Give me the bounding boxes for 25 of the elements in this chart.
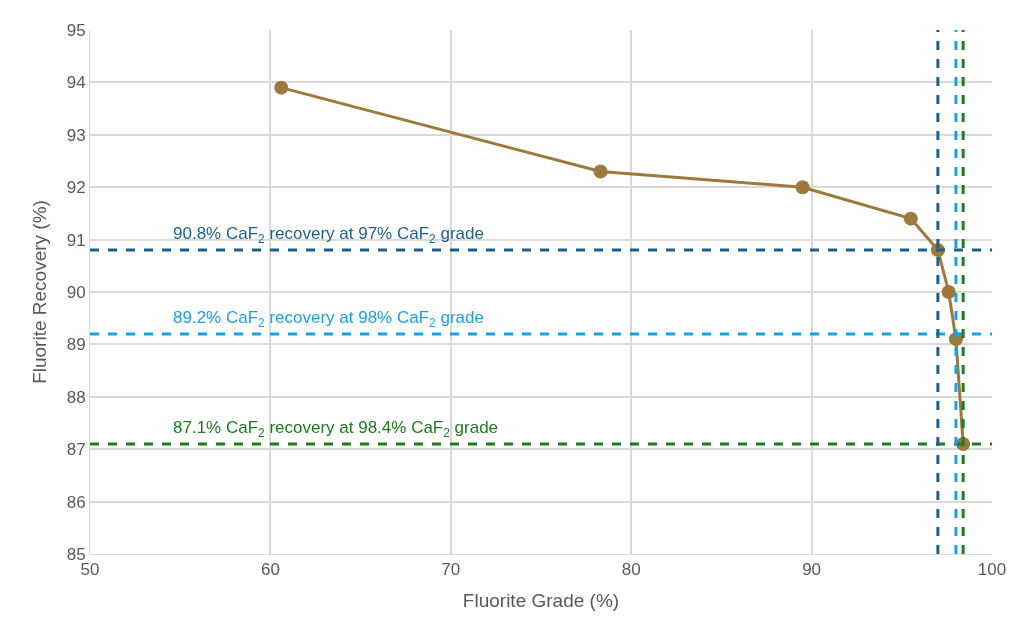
y-tick-label: 89 — [66, 335, 86, 355]
ref-line-label: 90.8% CaF$_{2}$ recovery at 97% CaF$_{2}$ grade — [173, 224, 484, 246]
ref-line-label: 87.1% CaF$_{2}$ recovery at 98.4% CaF$_{2}$ grade — [173, 418, 499, 440]
y-tick-label: 93 — [66, 125, 86, 145]
y-tick-label: 86 — [66, 492, 86, 512]
y-tick-label: 92 — [66, 178, 86, 198]
y-tick-label: 87 — [66, 440, 86, 460]
point — [593, 164, 608, 179]
point — [903, 211, 918, 226]
y-axis-title: Fluorite Recovery (%) — [28, 200, 50, 384]
y-tick-label: 94 — [66, 73, 86, 93]
point — [795, 180, 810, 195]
point — [274, 80, 289, 95]
y-tick-label: 88 — [66, 387, 86, 407]
x-axis-title: Fluorite Grade (%) — [462, 590, 620, 612]
x-tick-label: 60 — [260, 560, 280, 580]
point — [941, 285, 956, 299]
y-tick-label: 95 — [66, 20, 86, 40]
x-tick-label: 80 — [621, 560, 641, 580]
y-tick-label: 91 — [66, 230, 86, 250]
x-tick-label: 100 — [977, 560, 1007, 580]
ref-line-label: 89.2% CaF$_{2}$ recovery at 98% CaF$_{2}$ grade — [173, 308, 484, 330]
y-tick-label: 90 — [66, 282, 86, 302]
x-tick-label: 90 — [802, 560, 822, 580]
x-tick-label: 70 — [441, 560, 461, 580]
